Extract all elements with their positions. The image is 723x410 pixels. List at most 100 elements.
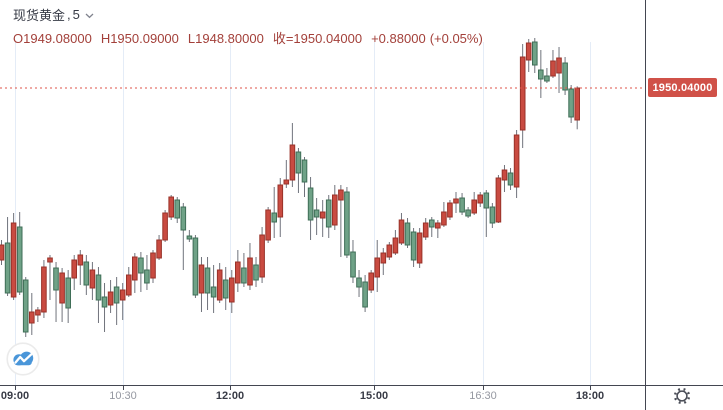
candle-body (16, 226, 23, 293)
symbol-title[interactable]: 现货黄金 (13, 8, 66, 23)
symbol-separator: , (67, 7, 71, 22)
candle-body (289, 144, 296, 181)
symbol-row: 现货黄金, 5 (13, 5, 483, 24)
candle-body (507, 172, 514, 186)
candle-body (568, 88, 574, 118)
candle-body (489, 206, 496, 224)
candle-body (259, 234, 265, 278)
candle-body (198, 264, 205, 294)
candle-body (53, 267, 59, 291)
candle-body (210, 286, 217, 298)
candle-body (132, 256, 138, 281)
candle-body (186, 235, 193, 240)
candle-body (483, 192, 490, 209)
ohlc-low-label: L (187, 31, 196, 46)
time-tick-label: 10:30 (109, 390, 137, 402)
candle-body (374, 257, 380, 278)
candle-body (162, 212, 168, 241)
candle-body (0, 244, 5, 261)
ohlc-high-label: H (100, 31, 111, 46)
candle-body (277, 184, 284, 218)
candle-body (253, 264, 259, 281)
candle-body (544, 75, 550, 82)
chevron-down-icon[interactable] (85, 13, 94, 19)
candle-body (35, 309, 41, 316)
candle-body (332, 194, 338, 226)
candle-body (416, 232, 423, 264)
candle-body (77, 254, 84, 266)
ohlc-close-label: 收= (272, 31, 294, 46)
candle-body (4, 242, 11, 294)
ohlc-high-value: 1950.09000 (110, 31, 179, 46)
candle-body (392, 237, 399, 254)
candle-body (398, 219, 405, 244)
candle-body (538, 69, 544, 80)
candle-body (519, 56, 526, 131)
candle-body (168, 196, 174, 218)
candle-body (325, 199, 332, 228)
candle-body (319, 211, 326, 219)
candle-body (150, 252, 156, 279)
candle-body (368, 272, 374, 291)
candle-body (247, 257, 253, 286)
candle-body (138, 257, 144, 274)
time-tick-label: 15:00 (359, 390, 389, 402)
ohlc-open-label: O (13, 31, 24, 46)
candle-body (22, 279, 29, 333)
candle-body (192, 237, 199, 296)
candle-body (235, 261, 241, 284)
time-axis[interactable]: 09:00 10:30 12:00 15:00 16:30 18:00 (0, 389, 645, 407)
candle-body (119, 289, 126, 301)
candle-body (204, 267, 211, 294)
candle-body (350, 251, 356, 278)
candle-body (301, 159, 308, 183)
candle-body (174, 199, 180, 219)
time-tick-label: 16:30 (469, 390, 497, 402)
candle-body (180, 206, 187, 231)
candle-body (95, 274, 102, 301)
candle-body (477, 194, 483, 204)
current-price-label[interactable]: 1950.04000 (648, 78, 717, 97)
candle-body (313, 209, 320, 218)
candle-body (404, 222, 411, 246)
candle-body (441, 211, 447, 226)
candle-body (525, 42, 532, 61)
candle-body (501, 169, 508, 181)
candle-body (356, 277, 362, 288)
candle-body (107, 291, 114, 306)
ohlc-open-value: 1949.08000 (23, 31, 92, 46)
candle-body (101, 296, 108, 308)
chart-logo[interactable] (6, 342, 40, 376)
ohlc-change-value: +0.88000 (371, 31, 426, 46)
candle-body (41, 266, 47, 313)
candle-body (83, 261, 90, 286)
time-tick-label: 09:00 (0, 390, 30, 402)
candle-body (574, 87, 581, 121)
candle-body (222, 279, 229, 299)
candle-body (471, 199, 477, 214)
interval-button[interactable]: 5 (72, 7, 80, 22)
candle-body (271, 212, 277, 223)
candle-body (89, 269, 96, 289)
time-tick-label: 18:00 (575, 390, 605, 402)
candle-body (338, 189, 344, 201)
candle-body (410, 231, 417, 261)
candle-body (380, 252, 387, 264)
candle-body (429, 219, 435, 228)
gear-icon[interactable] (670, 384, 694, 408)
candle-body (362, 281, 368, 308)
candle-body (47, 257, 53, 263)
candle-body (556, 57, 562, 74)
candle-body (562, 62, 568, 91)
candle-body (307, 187, 314, 221)
candle-body (29, 311, 35, 324)
candle-body (283, 179, 290, 185)
ohlc-low-value: 1948.80000 (195, 31, 264, 46)
time-tick-label: 12:00 (215, 390, 245, 402)
candle-body (453, 198, 459, 204)
candle-body (386, 244, 393, 258)
candle-body (550, 60, 556, 77)
candle-body (156, 239, 162, 259)
